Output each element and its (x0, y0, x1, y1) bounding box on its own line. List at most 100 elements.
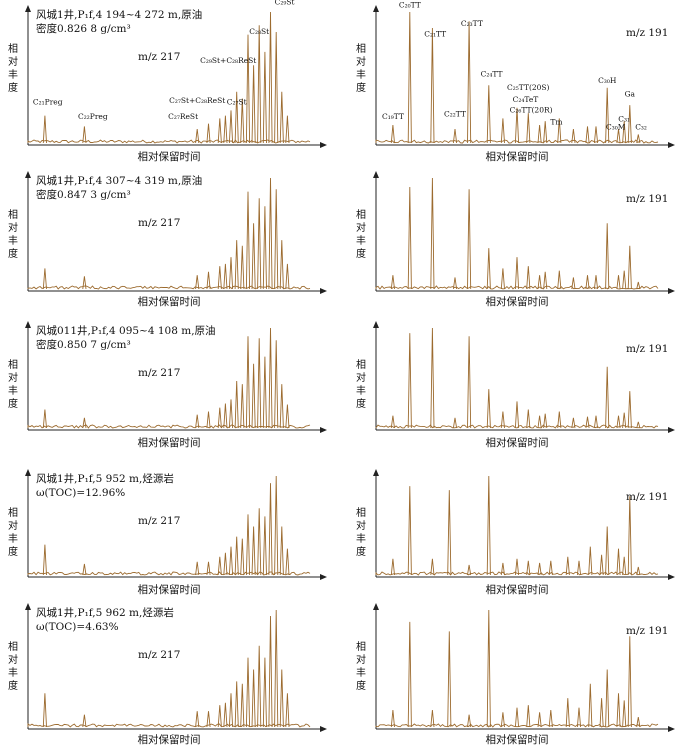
chromatogram-baseline (27, 723, 311, 728)
y-axis-label-char: 相 (356, 42, 366, 55)
sample-info-line: 密度0.850 7 g/cm³ (36, 338, 131, 351)
chromatogram-peak (407, 621, 412, 728)
peak-label: C₂₀TT (399, 0, 421, 9)
chromatogram-baseline (375, 571, 659, 576)
y-axis-label-char: 丰 (356, 234, 366, 247)
chromatogram-peak (514, 558, 520, 576)
chromatogram-peak (217, 407, 222, 429)
chromatogram-peak (245, 657, 251, 728)
chromatogram-peak (616, 548, 621, 576)
chromatogram-peak (616, 128, 621, 144)
chromatogram-peak (585, 416, 590, 429)
chromatogram-peak (467, 714, 472, 728)
x-axis-label: 相对保留时间 (486, 150, 549, 163)
chromatogram-peak (251, 65, 256, 144)
y-axis-label-char: 相 (356, 208, 366, 221)
chromatogram-peak (407, 186, 412, 290)
chromatogram-peak (257, 198, 262, 290)
chromatogram-peak (223, 263, 228, 290)
chromatogram-peak (234, 380, 239, 429)
x-axis-arrow (320, 427, 327, 433)
chromatogram-peak (195, 561, 200, 576)
chromatogram-peak (228, 546, 234, 576)
chromatogram-peak (245, 34, 251, 144)
chromatogram-peak (268, 327, 273, 429)
peak-label: C₂₂TT (444, 109, 466, 118)
y-axis-label-char: 相 (8, 42, 18, 55)
peak-label: C₂₉St+C₂₈ReSt (200, 56, 256, 65)
sample-info-line: 风城1井,P₁f,4 194~4 272 m,原油 (36, 8, 202, 21)
chromatogram-baseline (375, 424, 659, 429)
chromatogram-peak (82, 276, 87, 290)
chromatogram-peak (195, 711, 200, 728)
chromatogram-peak (537, 275, 542, 290)
chromatogram-peak (42, 409, 47, 429)
chromatogram-peak (234, 240, 239, 290)
chromatogram-peak (486, 248, 491, 290)
y-axis-label-char: 相 (8, 506, 18, 519)
chromatogram-peak (274, 31, 279, 144)
chromatogram-baseline (27, 139, 311, 144)
x-axis-label: 相对保留时间 (486, 583, 549, 596)
chromatogram-peak (526, 409, 531, 429)
chromatogram-peak (627, 636, 632, 728)
sample-info-line: 风城1井,P₁f,4 307~4 319 m,原油 (36, 174, 202, 187)
chromatogram-peak (622, 270, 627, 290)
x-axis-arrow (668, 726, 675, 732)
chromatogram-peak (262, 206, 267, 290)
peak-label: C₂₁TT (424, 30, 446, 39)
chromatogram-peak (543, 121, 548, 144)
chromatogram-peak (467, 336, 472, 429)
chromatogram-peak (390, 415, 395, 429)
chromatogram-peak (622, 700, 627, 728)
y-axis-label-char: 对 (8, 221, 18, 234)
y-axis-arrow (373, 171, 379, 178)
chromatogram-peak (486, 609, 491, 728)
mz-label: m/z 191 (626, 625, 668, 637)
chromatogram-peak (217, 705, 222, 728)
chromatogram-peak (206, 561, 211, 576)
mz-label: m/z 217 (138, 367, 180, 379)
chromatogram-baseline (27, 285, 311, 290)
chromatogram-peak (514, 257, 520, 290)
chromatogram-peak (571, 277, 576, 290)
chromatogram-peak (217, 556, 222, 576)
mz-label: m/z 217 (138, 515, 180, 527)
chromatogram-peak (274, 340, 279, 429)
chromatogram-peak (599, 554, 604, 576)
chromatogram-peak (537, 712, 542, 728)
y-axis-label-char: 对 (8, 371, 18, 384)
chromatogram-peak (585, 275, 590, 290)
chromatogram-peak (268, 11, 273, 144)
x-axis-label: 相对保留时间 (486, 733, 549, 746)
chromatogram-peak (407, 486, 412, 576)
chromatogram-peak (245, 514, 251, 576)
chromatogram-peak (407, 333, 412, 429)
chromatogram-peak (593, 415, 599, 429)
chromatogram-peak (279, 240, 284, 290)
chromatogram-peak (622, 412, 627, 429)
peak-label: C₂₆TT(20R) (510, 105, 553, 114)
chromatogram-baseline (27, 424, 311, 429)
peak-label: C₂₇ReSt (168, 112, 198, 121)
peak-label: C₂₄TT (481, 70, 503, 79)
y-axis-label-char: 丰 (8, 532, 18, 545)
chromatogram-peak (593, 275, 599, 290)
chromatogram-peak (228, 693, 234, 728)
chromatogram-peak (627, 245, 632, 290)
y-axis-label-char: 对 (8, 653, 18, 666)
chromatogram-peak (486, 475, 491, 576)
chromatogram-peak (588, 683, 593, 728)
chromatogram-peak (285, 693, 290, 728)
y-axis-label-char: 丰 (356, 384, 366, 397)
chromatogram-peak (279, 384, 284, 429)
y-axis-label-char: 相 (8, 640, 18, 653)
mz-label: m/z 191 (626, 343, 668, 355)
chromatogram-peak (251, 526, 256, 576)
chromatogram-peak (240, 245, 245, 290)
chromatogram-peak (279, 91, 284, 144)
chromatogram-peak (274, 189, 279, 290)
chromatogram-peak (251, 669, 256, 728)
